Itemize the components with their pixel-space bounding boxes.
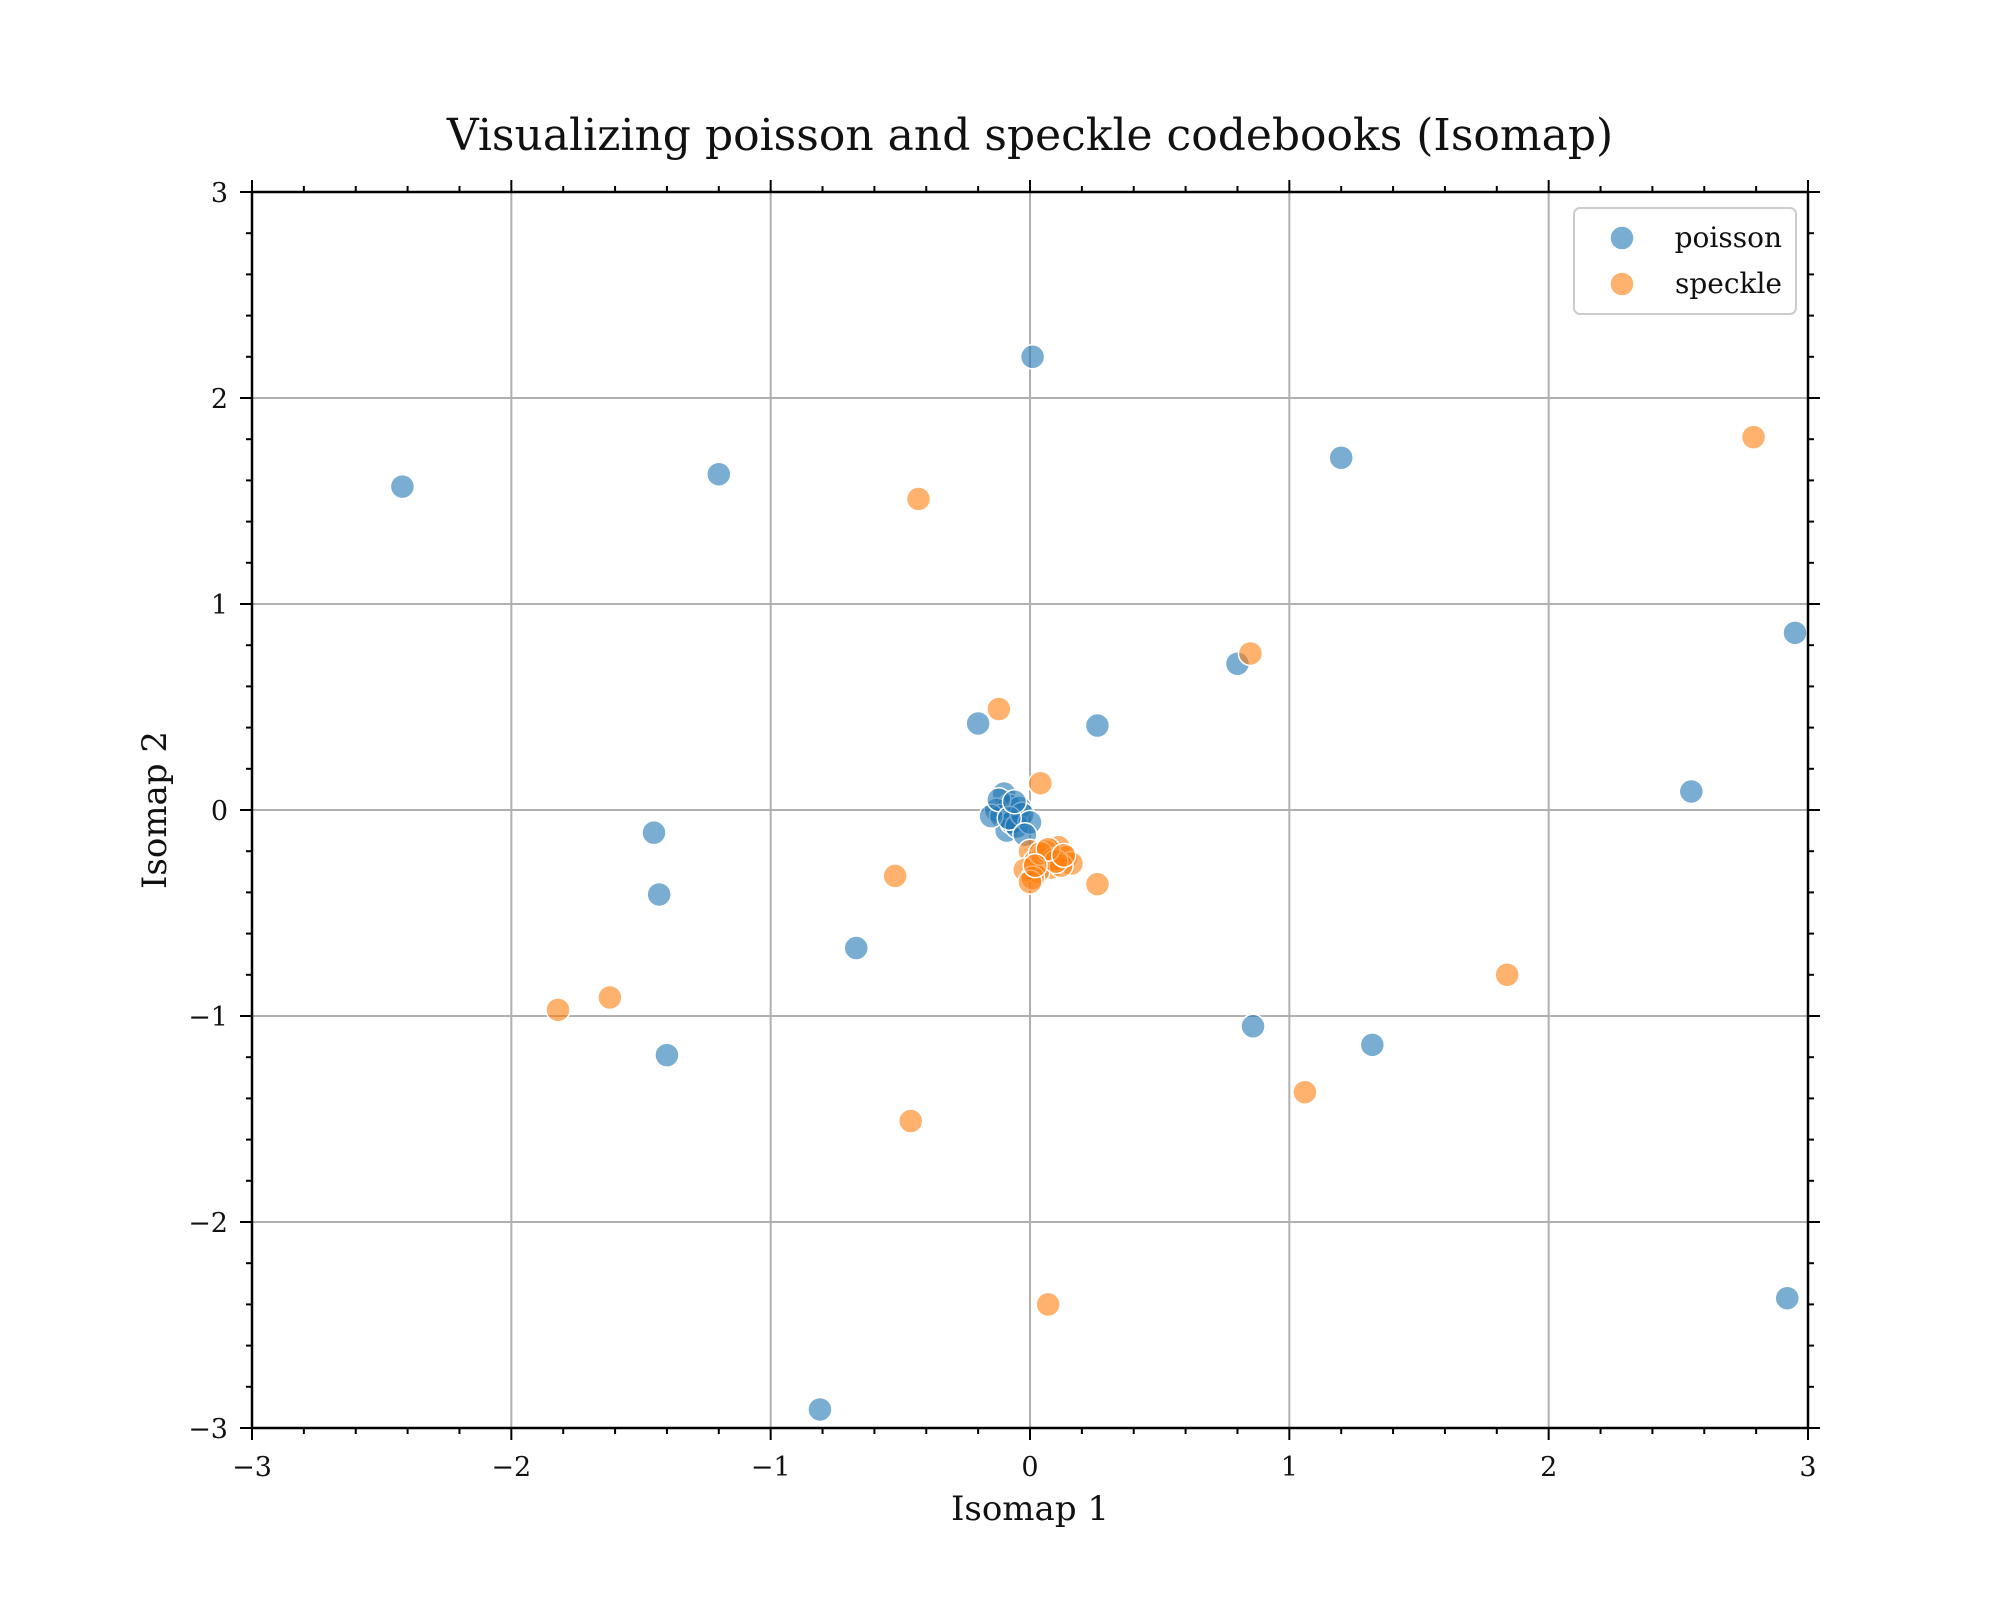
speckle-point	[1740, 424, 1767, 450]
poisson-point	[1001, 789, 1028, 815]
speckle-point	[905, 486, 932, 512]
y-tick-label: 0	[211, 796, 228, 827]
chart-title: Visualizing poisson and speckle codebook…	[446, 110, 1613, 161]
poisson-point	[807, 1396, 833, 1423]
x-axis-label: Isomap 1	[951, 1489, 1109, 1529]
poisson-point	[389, 473, 416, 500]
poisson-point	[843, 935, 869, 961]
y-tick-label: 1	[211, 590, 228, 621]
y-tick-label: −1	[188, 1002, 228, 1033]
x-tick-label: 2	[1540, 1452, 1557, 1483]
legend-label-speckle: speckle	[1675, 267, 1782, 300]
y-tick-label: 2	[211, 384, 228, 415]
poisson-point	[1019, 344, 1046, 370]
poisson-point	[1328, 444, 1354, 471]
speckle-point	[1292, 1079, 1318, 1105]
poisson-point	[641, 819, 667, 846]
speckle-point	[545, 997, 571, 1023]
poisson-point	[965, 710, 991, 737]
legend-marker-speckle	[1609, 271, 1635, 297]
x-tick-label: −2	[491, 1452, 531, 1483]
x-tick-label: −3	[232, 1452, 272, 1483]
x-tick-label: −1	[751, 1452, 791, 1483]
poisson-point	[1782, 620, 1808, 646]
y-tick-label: 3	[211, 178, 228, 209]
speckle-point	[986, 696, 1012, 722]
speckle-point	[1050, 842, 1077, 869]
poisson-point	[706, 461, 732, 487]
poisson-point	[1240, 1013, 1266, 1040]
legend-label-poisson: poisson	[1675, 221, 1782, 254]
poisson-point	[1359, 1032, 1386, 1058]
data-points	[389, 344, 1808, 1423]
poisson-point	[1084, 712, 1111, 739]
y-tick-label: −2	[188, 1208, 228, 1239]
legend-marker-poisson	[1609, 225, 1635, 251]
speckle-point	[1035, 1291, 1061, 1318]
poisson-point	[1774, 1285, 1801, 1311]
speckle-point	[1084, 871, 1111, 897]
x-tick-label: 1	[1281, 1452, 1298, 1483]
speckle-point	[1237, 640, 1264, 667]
y-tick-label: −3	[188, 1414, 228, 1445]
y-axis-label: Isomap 2	[135, 731, 175, 889]
speckle-point	[597, 984, 623, 1011]
speckle-point	[1027, 770, 1054, 796]
speckle-point	[882, 863, 908, 889]
legend: poisson speckle	[1573, 207, 1797, 315]
poisson-point	[646, 881, 672, 908]
speckle-point	[1494, 962, 1520, 988]
speckle-point	[897, 1108, 924, 1134]
x-tick-label: 0	[1021, 1452, 1038, 1483]
x-tick-label: 3	[1799, 1452, 1816, 1483]
speckle-point	[1022, 852, 1048, 879]
poisson-point	[654, 1042, 680, 1068]
axis-ticks: −3 −2 −1 0 1 2 3 −3 −2 −1 0 1 2 3	[188, 178, 1820, 1483]
poisson-point	[1678, 778, 1705, 805]
